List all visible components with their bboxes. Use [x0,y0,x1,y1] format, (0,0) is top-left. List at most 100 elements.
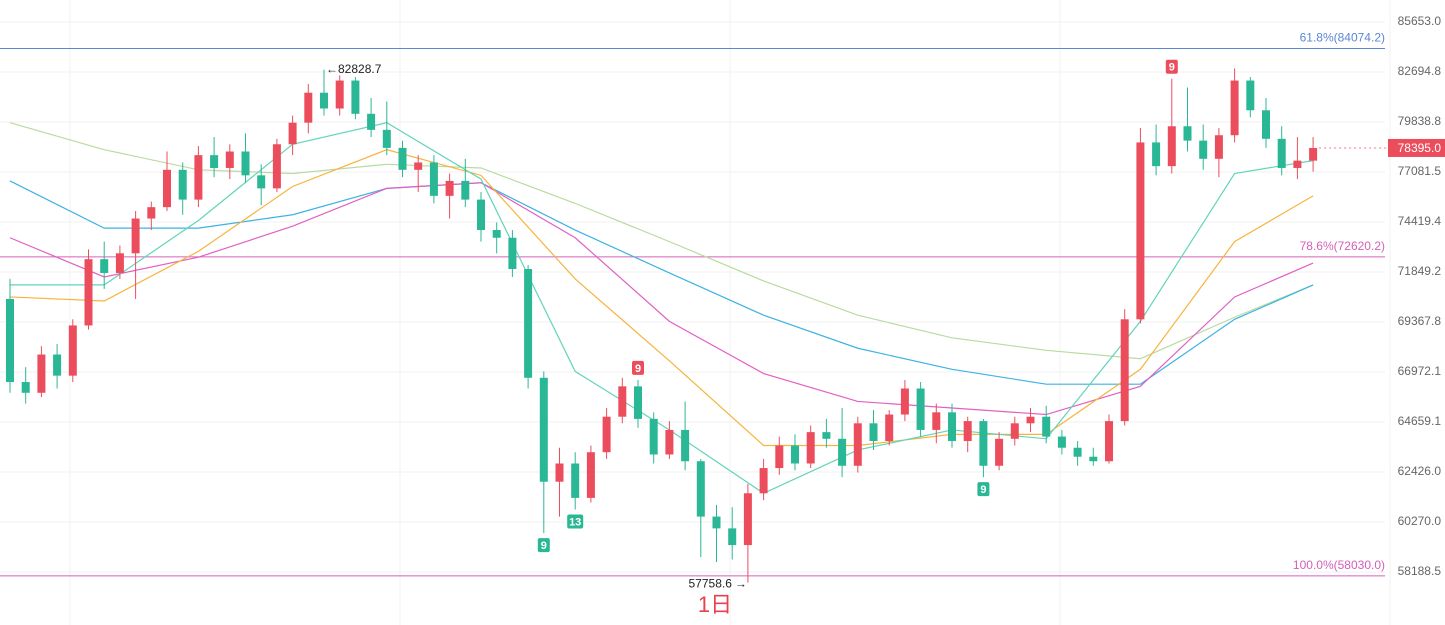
candle-body [979,421,988,466]
candle-body [634,386,642,419]
candle-body [131,218,140,254]
candle-body [1073,447,1082,457]
td-label: 9 [1169,62,1175,74]
td-badge [1165,59,1178,74]
fib-label: 78.6%(72620.2) [1300,239,1385,253]
candle-body [1246,80,1255,111]
candle-body [1214,135,1223,159]
y-tick-label: 64659.1 [1398,414,1442,428]
candle-body [100,259,109,273]
candle-body [84,259,93,326]
fib-label: 100.0%(58030.0) [1293,558,1385,572]
candle-body [602,416,611,453]
candle-body [1057,436,1066,448]
candle-body [743,493,752,546]
ma-line [9,180,1314,385]
candle-body [806,432,815,464]
candle-body [791,445,799,464]
candle-body [1167,126,1176,167]
fib-label: 61.8%(84074.2) [1300,31,1385,45]
candle-body [948,412,956,442]
ma-line [10,122,1314,494]
period-label: 1日 [698,592,732,617]
candle-body [445,180,454,196]
candle-body [210,155,219,168]
candle-body [853,423,862,466]
high-label: 82828.7 [338,62,382,76]
y-tick-label: 77081.5 [1398,164,1442,178]
candle-body [53,354,62,376]
candle-body [429,162,438,196]
candle-body [21,382,30,393]
arrow: ← [326,62,338,76]
candle-body [1199,140,1208,159]
candle-body [1026,416,1035,424]
candle-body [681,429,690,462]
candle-body [775,445,784,469]
candle-body [696,461,705,517]
candle-body [257,175,266,189]
candle-body [1120,319,1129,422]
candle-body [477,199,485,231]
td-badge [632,360,644,375]
candle-body [963,421,972,442]
candle-body [492,230,501,238]
candle-body [194,155,203,200]
candle-body [461,180,470,200]
candle-body [320,92,328,109]
candle-body [68,325,77,376]
candle-body [147,207,156,219]
candle-body [759,468,768,494]
candle-body [178,169,187,200]
y-tick-label: 85653.0 [1398,14,1442,28]
candle-body [665,429,674,455]
candle-body [241,151,250,176]
y-tick-label: 74419.4 [1398,214,1442,228]
candle-body [6,298,14,383]
y-tick-label: 69367.8 [1398,314,1442,328]
td-label: 13 [569,516,581,528]
y-tick-label: 71849.2 [1398,264,1442,278]
candle-body [1089,456,1098,462]
candle-body [712,516,721,529]
candle-body [649,418,658,455]
y-tick-label: 60270.0 [1398,514,1442,528]
candle-body [524,269,533,378]
candle-body [335,80,344,109]
candle-body [555,463,564,482]
candle-body [508,237,517,270]
candle-body [916,388,925,430]
td-badge [567,514,584,529]
candle-body [382,129,391,148]
candle-body [1230,80,1239,136]
candle-body [728,528,737,546]
candle-body [822,432,831,439]
candle-body [869,423,878,442]
ma-line [9,182,1314,416]
candle-body [1042,416,1051,437]
candle-body [539,377,548,482]
low-label: 57758.6 [689,577,733,591]
y-tick-label: 62426.0 [1398,464,1442,478]
candle-body [900,388,909,415]
candle-body [1105,421,1113,462]
candle-body [414,162,423,170]
candle-body [995,438,1004,466]
td-label: 9 [980,484,986,496]
candle-body [1262,110,1270,139]
candle-body [1293,160,1302,168]
candle-body [1277,138,1286,168]
candle-body [885,414,894,442]
candle-body [225,151,234,168]
candle-body [351,80,360,114]
candle-body [367,113,376,130]
ma-line [9,149,1314,447]
candle-body [1152,142,1161,167]
td-badge [537,538,550,553]
candle-body [1309,147,1318,161]
candle-body [272,144,281,189]
td-label: 9 [541,540,547,552]
candle-body [288,122,297,145]
y-tick-label: 58188.5 [1398,564,1442,578]
